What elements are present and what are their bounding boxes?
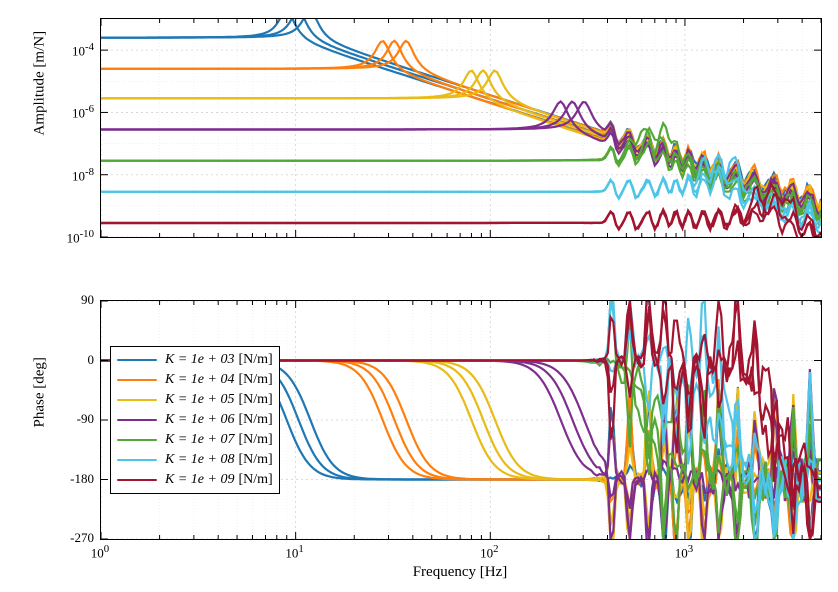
legend-label: K = 1e + 05 <box>165 392 234 408</box>
legend-unit: [N/m] <box>238 392 272 408</box>
legend-item: K = 1e + 06[N/m] <box>117 410 273 430</box>
legend-swatch <box>117 359 157 362</box>
phase-ytick-label: 90 <box>81 292 94 308</box>
frequency-xtick-label: 100 <box>85 543 115 561</box>
amplitude-ylabel: Amplitude [m/N] <box>32 116 49 136</box>
amplitude-ytick-label: 10-8 <box>72 166 94 184</box>
bode-figure: Amplitude [m/N] Phase [deg] Frequency [H… <box>0 0 838 592</box>
legend-box: K = 1e + 03[N/m]K = 1e + 04[N/m]K = 1e +… <box>110 346 280 494</box>
amplitude-ytick-label: 10-10 <box>67 228 94 246</box>
amplitude-ytick-label: 10-4 <box>72 41 94 59</box>
legend-swatch <box>117 379 157 382</box>
frequency-xtick-label: 101 <box>280 543 310 561</box>
legend-item: K = 1e + 03[N/m] <box>117 350 273 370</box>
legend-label: K = 1e + 08 <box>165 452 234 468</box>
legend-unit: [N/m] <box>238 412 272 428</box>
legend-swatch <box>117 399 157 402</box>
phase-ytick-label: -180 <box>70 471 94 487</box>
legend-unit: [N/m] <box>238 352 272 368</box>
amplitude-ytick-label: 10-6 <box>72 103 94 121</box>
legend-unit: [N/m] <box>238 432 272 448</box>
legend-swatch <box>117 459 157 462</box>
legend-label: K = 1e + 06 <box>165 412 234 428</box>
legend-item: K = 1e + 08[N/m] <box>117 450 273 470</box>
legend-swatch <box>117 419 157 422</box>
legend-unit: [N/m] <box>238 372 272 388</box>
frequency-xtick-label: 102 <box>474 543 504 561</box>
legend-item: K = 1e + 09[N/m] <box>117 470 273 490</box>
legend-unit: [N/m] <box>238 472 272 488</box>
legend-unit: [N/m] <box>238 452 272 468</box>
phase-ytick-label: -90 <box>77 411 94 427</box>
legend-label: K = 1e + 04 <box>165 372 234 388</box>
legend-item: K = 1e + 07[N/m] <box>117 430 273 450</box>
legend-item: K = 1e + 04[N/m] <box>117 370 273 390</box>
phase-ylabel: Phase [deg] <box>32 408 49 428</box>
legend-swatch <box>117 439 157 442</box>
legend-label: K = 1e + 07 <box>165 432 234 448</box>
frequency-xtick-label: 103 <box>669 543 699 561</box>
phase-ytick-label: 0 <box>88 352 95 368</box>
frequency-xlabel: Frequency [Hz] <box>400 564 520 581</box>
legend-item: K = 1e + 05[N/m] <box>117 390 273 410</box>
legend-label: K = 1e + 09 <box>165 472 234 488</box>
legend-swatch <box>117 479 157 482</box>
amplitude-panel <box>100 18 822 238</box>
legend-label: K = 1e + 03 <box>165 352 234 368</box>
